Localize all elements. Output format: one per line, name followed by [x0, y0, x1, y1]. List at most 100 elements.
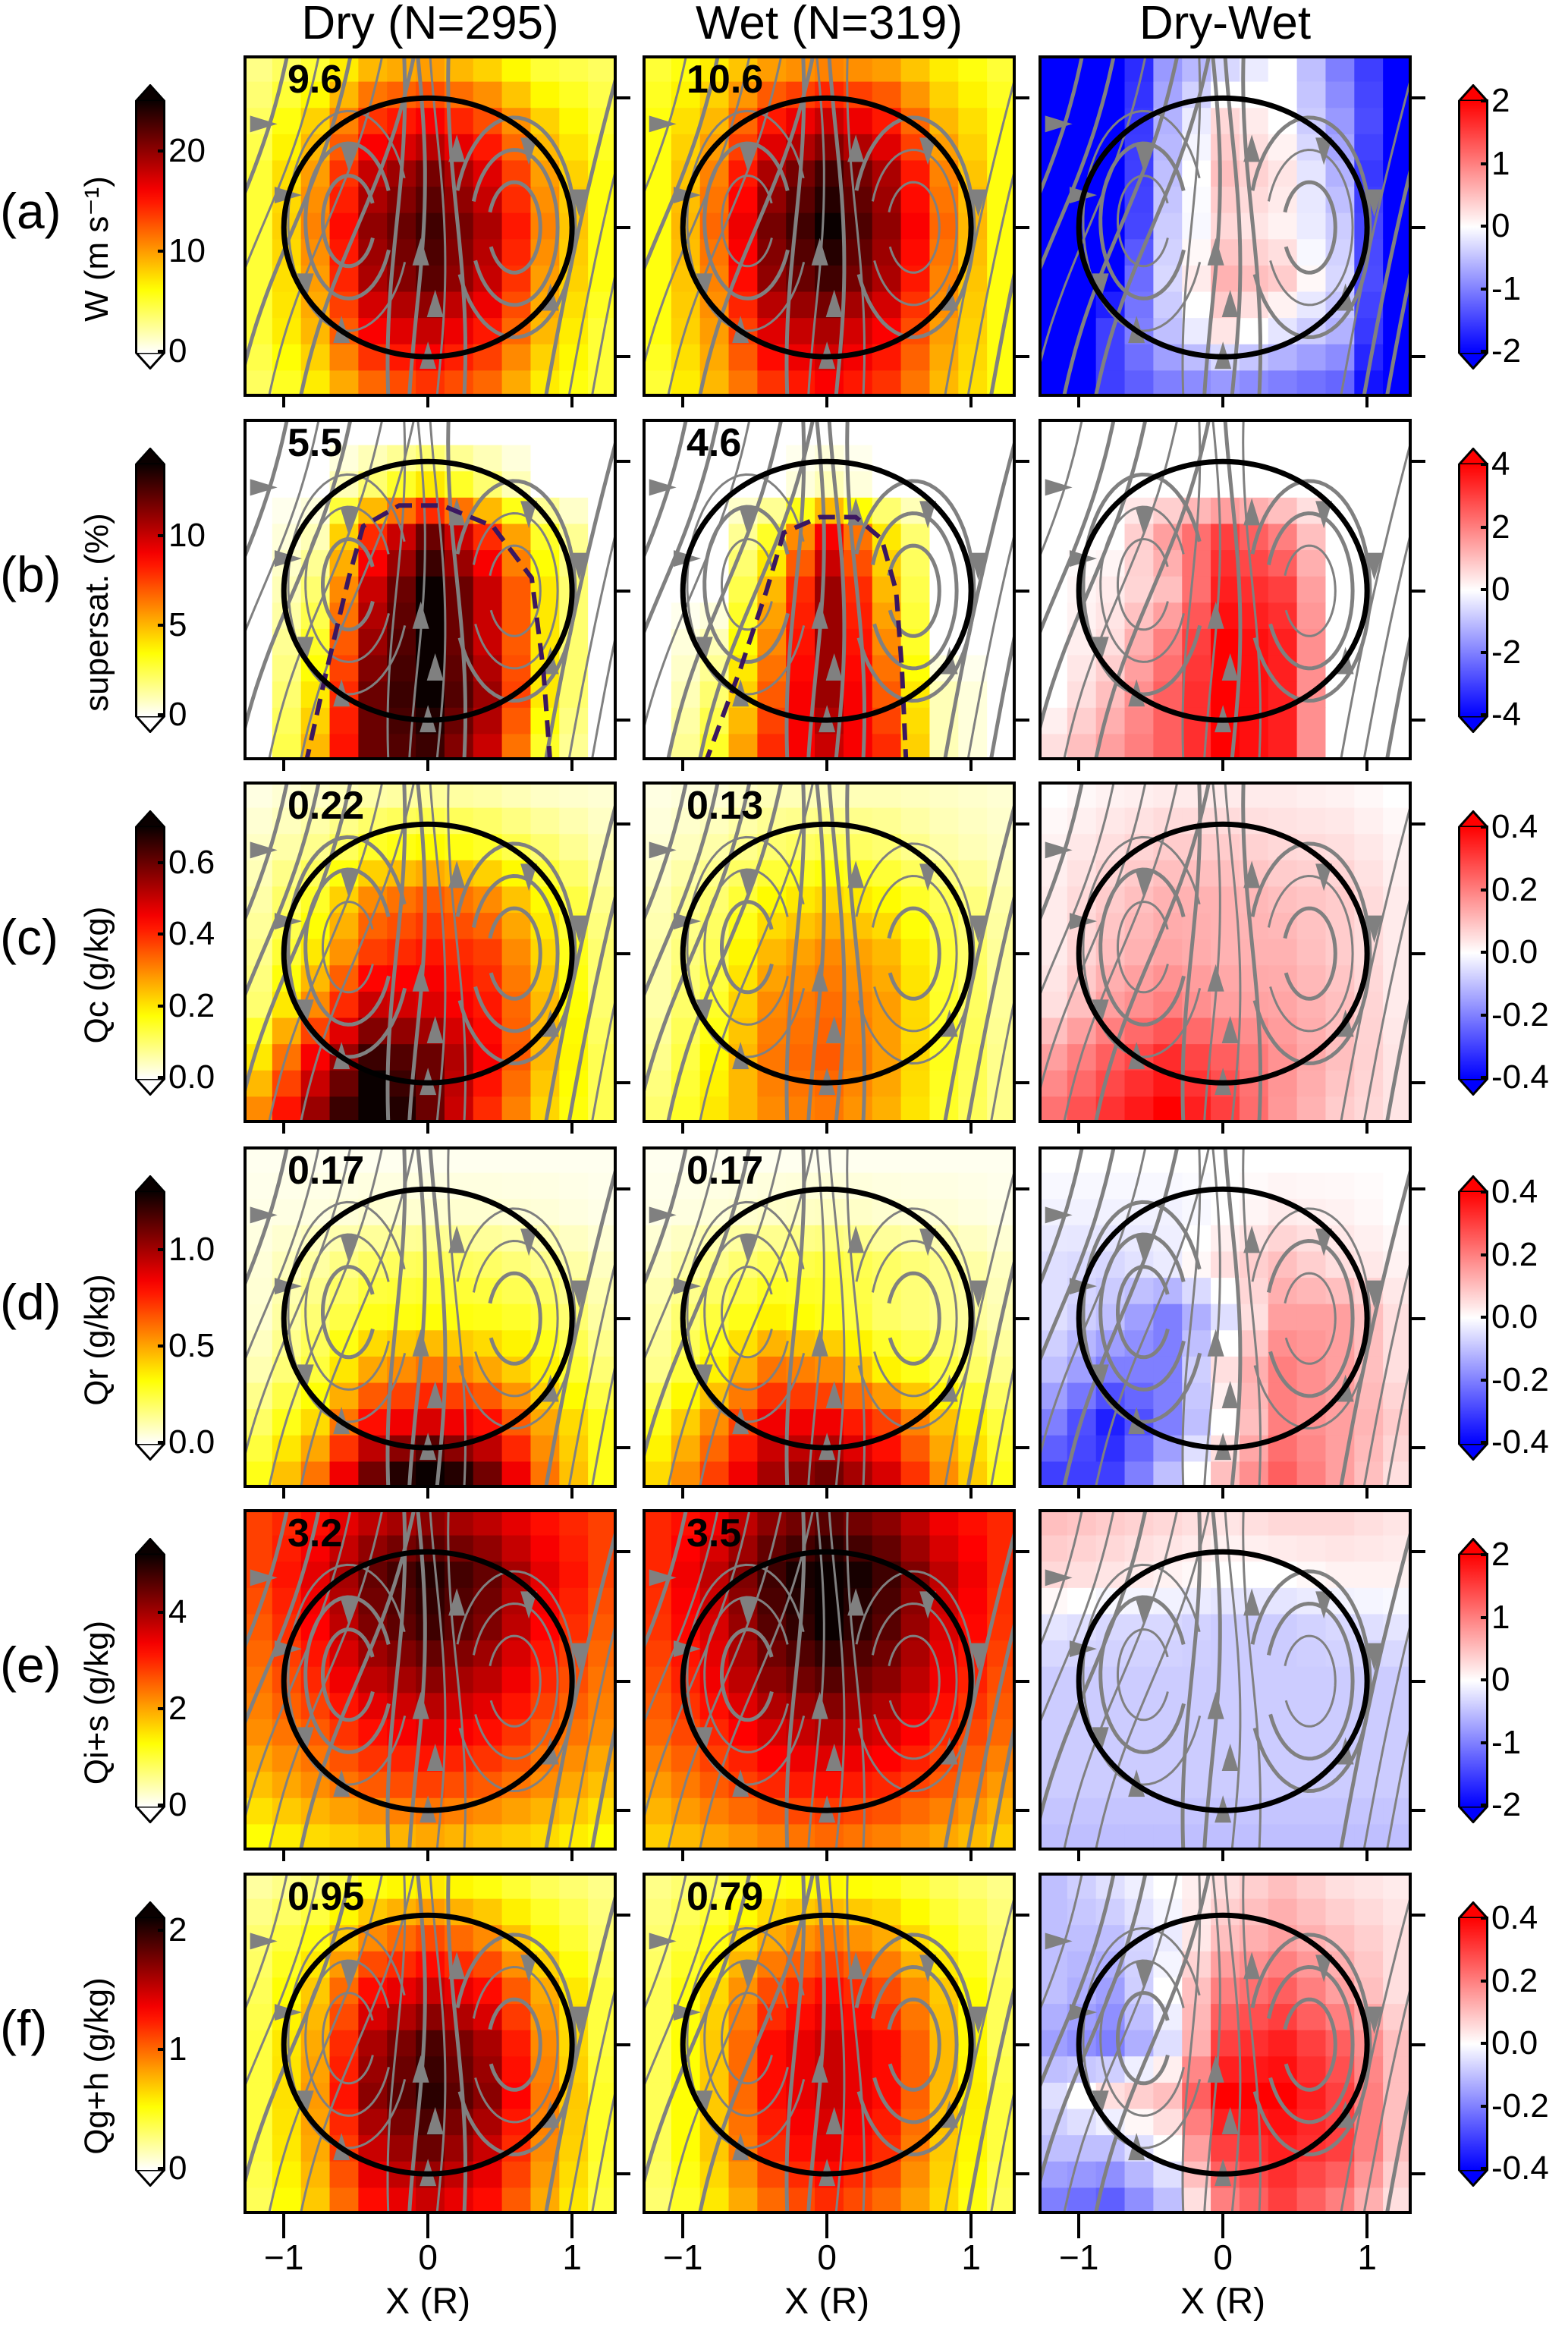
colorbar-gradient	[135, 1555, 165, 1807]
y-tick	[617, 952, 630, 955]
colorbar-tick-label: 0.4	[1491, 1901, 1538, 1935]
x-tick	[426, 1123, 429, 1134]
y-tick	[1412, 1317, 1425, 1320]
x-tick	[681, 397, 684, 407]
colorbar-tick-label: -2	[1491, 335, 1521, 368]
colorbar-tick	[158, 1611, 165, 1614]
colorbar-tick	[1481, 1190, 1488, 1194]
colorbar-tick-label: 2	[168, 1692, 187, 1725]
heatmap-panel: 9.6	[244, 55, 617, 397]
x-tick	[681, 1123, 684, 1134]
colorbar-tick	[158, 2048, 165, 2051]
colorbar-tick-label: 0.0	[1491, 1300, 1538, 1334]
colorbar-tick-label: 10	[168, 234, 206, 268]
colorbar-tick	[1481, 1014, 1488, 1017]
x-tick	[1365, 397, 1368, 407]
colorbar-tick	[158, 713, 165, 716]
colorbar-tick	[1481, 162, 1488, 165]
colorbar-tick-label: 4	[168, 1596, 187, 1629]
panel-frame	[244, 1873, 617, 2214]
colorbar-tick-label: -0.2	[1491, 2090, 1549, 2123]
x-tick	[969, 397, 973, 407]
x-tick	[570, 1488, 573, 1499]
colorbar-tick	[1481, 951, 1488, 954]
panel-mean-value: 0.13	[687, 783, 763, 829]
x-tick	[825, 1851, 828, 1861]
x-tick	[570, 760, 573, 771]
colorbar	[135, 1175, 165, 1461]
colorbar-tick	[158, 624, 165, 627]
x-tick	[825, 760, 828, 771]
panel-frame	[1039, 782, 1412, 1123]
colorbar-tick-label: 2	[1491, 84, 1510, 118]
colorbar-tick	[1481, 1917, 1488, 1920]
x-tick-label: 0	[1192, 2238, 1253, 2276]
y-tick	[617, 1550, 630, 1553]
colorbar-extend-max-arrow	[137, 1539, 165, 1555]
colorbar-tick-label: -1	[1491, 272, 1521, 306]
x-tick	[1365, 1488, 1368, 1499]
y-tick	[617, 1446, 630, 1449]
colorbar-tick	[158, 1344, 165, 1348]
heatmap-panel	[1039, 419, 1412, 760]
colorbar-tick-label: 0.2	[168, 989, 215, 1023]
colorbar-extend-min-arrow	[137, 1444, 165, 1460]
colorbar-tick-label: 0	[168, 698, 187, 731]
y-tick	[1412, 2172, 1425, 2175]
colorbar-gradient	[135, 101, 165, 353]
panel-frame	[1039, 55, 1412, 397]
heatmap-panel: 0.95	[244, 1873, 617, 2214]
heatmap-panel: 4.6	[643, 419, 1016, 760]
colorbar-tick-label: -2	[1491, 636, 1521, 669]
colorbar-tick	[1481, 2105, 1488, 2108]
colorbar-extend-max-arrow	[1460, 86, 1488, 102]
colorbar-extend-min-arrow	[1460, 2170, 1488, 2186]
row-label: (a)	[0, 184, 61, 237]
y-tick	[1016, 96, 1029, 99]
colorbar-extend-min-arrow	[137, 716, 165, 732]
colorbar-tick-label: -1	[1491, 1726, 1521, 1760]
colorbar-tick	[1481, 826, 1488, 829]
colorbar-tick-label: -0.4	[1491, 2152, 1549, 2185]
colorbar-extend-min-arrow	[137, 1079, 165, 1095]
colorbar-extend-min-arrow	[1460, 353, 1488, 369]
colorbar-tick	[1481, 1804, 1488, 1807]
colorbar-tick	[1481, 526, 1488, 529]
colorbar-tick-label: 5	[168, 609, 187, 642]
panel-mean-value: 5.5	[288, 420, 342, 466]
x-tick	[1221, 2214, 1224, 2238]
colorbar-tick-label: 0.4	[1491, 1175, 1538, 1209]
heatmap-panel: 0.22	[244, 782, 617, 1123]
colorbar-tick	[1481, 99, 1488, 102]
colorbar-tick-label: 2	[1491, 511, 1510, 544]
y-tick	[1016, 719, 1029, 722]
colorbar-extend-min-arrow	[1460, 716, 1488, 732]
y-tick	[1016, 355, 1029, 358]
x-tick	[570, 1851, 573, 1861]
colorbar-extend-max-arrow	[137, 86, 165, 102]
x-tick	[969, 1123, 973, 1134]
x-tick	[1365, 760, 1368, 771]
colorbar-tick	[158, 1441, 165, 1444]
colorbar-tick	[1481, 1678, 1488, 1681]
column-title: Wet (N=319)	[643, 0, 1016, 50]
colorbar-tick-label: 20	[168, 134, 206, 168]
panel-frame	[244, 782, 617, 1123]
colorbar-tick-label: 0.2	[1491, 1238, 1538, 1272]
colorbar-gradient	[135, 1918, 165, 2170]
colorbar-tick-label: -0.2	[1491, 999, 1549, 1032]
colorbar-tick-label: 0.0	[1491, 936, 1538, 969]
colorbar-tick-label: 0.0	[168, 1061, 215, 1094]
x-tick	[969, 1851, 973, 1861]
y-tick	[617, 460, 630, 463]
x-tick	[282, 760, 285, 771]
colorbar-tick	[1481, 1253, 1488, 1256]
x-tick	[1365, 2214, 1368, 2238]
row-label: (f)	[0, 2002, 47, 2055]
heatmap-panel	[1039, 782, 1412, 1123]
panel-mean-value: 9.6	[288, 57, 342, 102]
y-tick	[1412, 1446, 1425, 1449]
panel-frame	[1039, 1873, 1412, 2214]
x-tick-label: −1	[253, 2238, 314, 2276]
colorbar	[135, 1901, 165, 2187]
